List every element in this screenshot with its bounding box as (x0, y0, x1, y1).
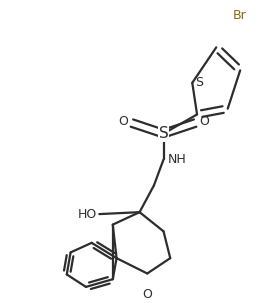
Text: S: S (159, 126, 168, 141)
Text: HO: HO (78, 208, 98, 221)
Text: O: O (199, 115, 209, 128)
Text: Br: Br (232, 9, 246, 22)
Text: NH: NH (167, 153, 186, 166)
Text: S: S (195, 76, 203, 89)
Text: O: O (142, 288, 152, 301)
Text: O: O (118, 115, 128, 128)
